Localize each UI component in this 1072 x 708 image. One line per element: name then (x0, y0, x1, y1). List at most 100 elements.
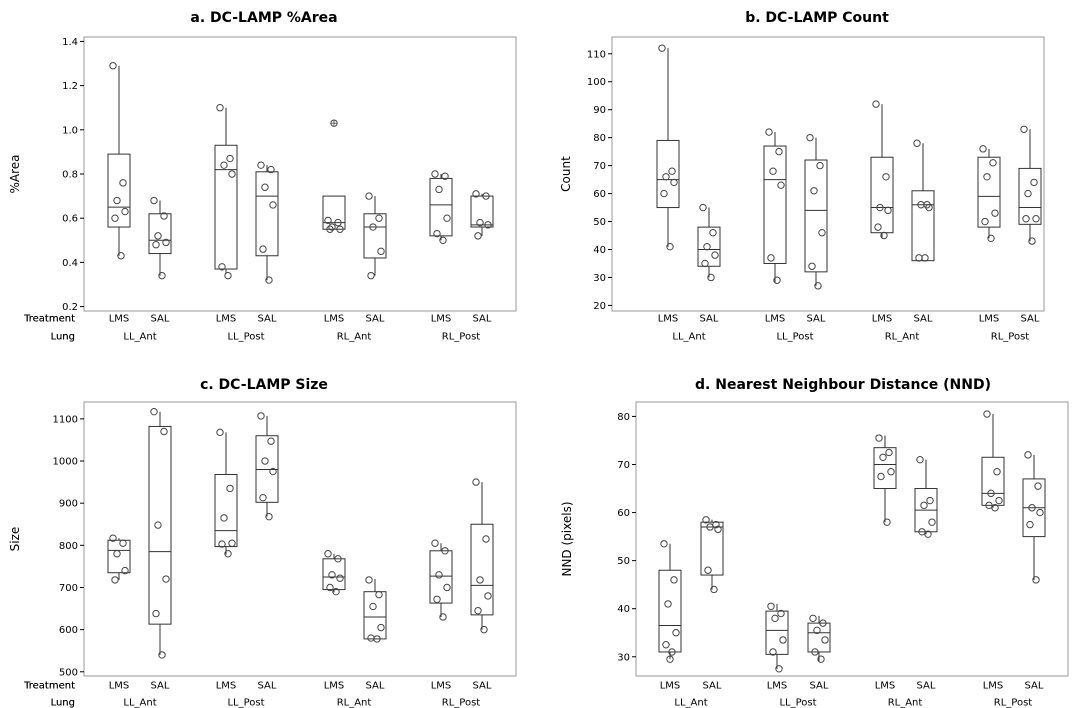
data-point (482, 535, 490, 543)
data-point (109, 62, 117, 70)
data-point (668, 648, 676, 656)
chart-title: c. DC-LAMP Size (200, 377, 328, 393)
row-label-lung: Lung (51, 698, 75, 708)
data-point (879, 453, 887, 461)
chart-title: a. DC-LAMP %Area (190, 10, 337, 26)
y-tick-label: 500 (59, 667, 78, 678)
data-point (874, 223, 882, 231)
data-point (666, 242, 674, 251)
data-point (162, 238, 170, 247)
treatment-label: LMS (109, 314, 130, 325)
data-point (707, 273, 715, 282)
treatment-label: LMS (660, 681, 681, 692)
data-point (777, 181, 785, 189)
data-point (324, 550, 332, 558)
data-point (435, 185, 443, 194)
treatment-label: LMS (216, 681, 237, 692)
treatment-label: SAL (917, 681, 936, 692)
lung-label: LL_Post (227, 332, 264, 343)
data-point (334, 555, 342, 563)
chart-title: b. DC-LAMP Count (745, 10, 889, 26)
data-point (257, 412, 265, 420)
treatment-label: LMS (216, 314, 237, 325)
data-point (819, 619, 827, 627)
data-point (1036, 508, 1044, 517)
treatment-label: LMS (979, 314, 1000, 325)
data-point (439, 236, 447, 244)
data-point (113, 550, 121, 558)
y-axis-label: NND (pixels) (560, 501, 574, 576)
plot-frame (635, 401, 1069, 677)
chart-panel: b. DC-LAMP Count Count 20 30 40 50 60 70 80 90 100… (23, 10, 1045, 343)
row-label-treatment: Treatment (23, 314, 75, 325)
data-point (111, 214, 119, 222)
treatment-label: SAL (914, 314, 933, 325)
data-point (818, 229, 826, 237)
data-point (269, 467, 277, 476)
treatment-label: SAL (258, 681, 277, 692)
treatment-label: LMS (109, 681, 130, 692)
y-tick-label: 50 (617, 556, 630, 567)
data-point (983, 410, 991, 418)
data-point (880, 231, 888, 240)
row-label-treatment: Treatment (23, 681, 75, 692)
data-point (218, 540, 226, 548)
data-point (887, 468, 895, 476)
data-point (769, 648, 777, 656)
data-point (472, 190, 480, 198)
y-tick-label: 70 (593, 161, 606, 172)
data-point (162, 575, 170, 583)
outlier-circle (330, 119, 338, 127)
box (363, 213, 387, 259)
data-point (882, 173, 890, 181)
data-point (702, 516, 710, 524)
lung-label: RL_Post (994, 698, 1033, 708)
data-point (267, 437, 275, 445)
row-label-lung: Lung (51, 332, 75, 343)
treatment-label: LMS (875, 681, 896, 692)
data-point (472, 478, 480, 486)
data-point (816, 161, 824, 170)
data-point (369, 602, 377, 611)
treatment-label: SAL (1025, 681, 1044, 692)
data-point (991, 504, 999, 512)
data-point (872, 100, 880, 108)
data-point (917, 201, 925, 209)
data-point (324, 216, 332, 225)
y-tick-label: 0.4 (62, 258, 78, 269)
data-point (876, 203, 884, 212)
data-point (119, 179, 127, 187)
treatment-label: SAL (366, 314, 385, 325)
data-point (154, 232, 162, 240)
lung-label: LL_Ant (672, 332, 705, 343)
data-point (714, 525, 722, 534)
data-point (336, 574, 344, 582)
data-point (218, 263, 226, 271)
data-point (226, 154, 234, 163)
treatment-label: LMS (983, 681, 1004, 692)
data-point (332, 587, 340, 596)
y-tick-label: 80 (593, 133, 606, 144)
y-tick-label: 40 (617, 604, 630, 615)
outlier-point (330, 119, 338, 127)
box (322, 558, 346, 591)
plot-frame (83, 36, 517, 312)
box (873, 447, 897, 490)
data-point (995, 496, 1003, 505)
treatment-label: SAL (366, 681, 385, 692)
y-axis-label: Count (559, 156, 573, 192)
lung-label: RL_Ant (888, 698, 923, 708)
box (765, 610, 789, 655)
treatment-label: LMS (324, 681, 345, 692)
chart-panel: d. Nearest Neighbour Distance (NND) NND (… (23, 377, 1069, 708)
y-tick-label: 70 (617, 460, 630, 471)
data-point (989, 159, 997, 167)
lung-label: RL_Ant (337, 698, 372, 708)
data-point (884, 206, 892, 215)
data-point (1022, 215, 1030, 223)
y-tick-label: 110 (587, 49, 606, 60)
y-tick-label: 30 (593, 273, 606, 284)
data-point (435, 571, 443, 579)
data-point (809, 614, 817, 623)
data-point (375, 590, 383, 599)
